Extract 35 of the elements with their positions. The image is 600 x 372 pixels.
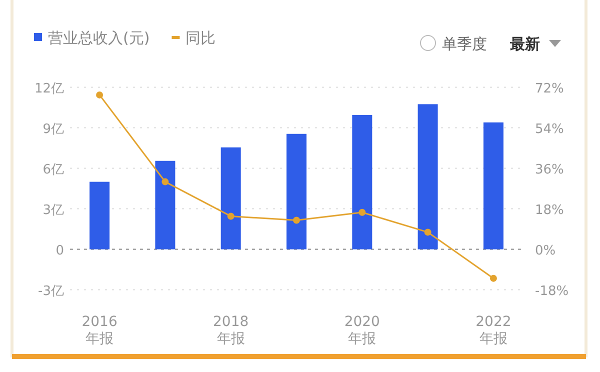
legend-营业总收入(元): 营业总收入(元) xyxy=(34,29,150,47)
y2-tick-label: 18% xyxy=(535,202,564,218)
y-tick-label: 3亿 xyxy=(42,202,64,218)
legend-同比: 同比 xyxy=(172,29,216,47)
x-tick-label: 2022 年报 xyxy=(476,314,512,347)
point xyxy=(96,91,104,98)
y2-tick-label: 0% xyxy=(535,243,556,258)
y2-tick-label: 36% xyxy=(535,162,564,178)
point xyxy=(227,212,234,220)
bar xyxy=(220,147,241,250)
text: 最新 xyxy=(509,35,540,53)
x-tick-label: 2020 年报 xyxy=(344,314,380,347)
bar xyxy=(483,122,504,250)
y-tick-label: 12亿 xyxy=(34,81,64,96)
y2-tick-label: 54% xyxy=(535,122,564,137)
legend-label: 同比 xyxy=(186,29,216,47)
y-tick-label: 6亿 xyxy=(42,162,64,178)
point xyxy=(424,228,432,236)
x-tick-label: 2018 年报 xyxy=(213,314,249,347)
point xyxy=(358,208,366,216)
text: 单季度 xyxy=(442,35,487,53)
y2-tick-label: -18% xyxy=(535,284,569,299)
y-tick-label: -3亿 xyxy=(38,284,64,299)
x-tick-label: 2016 年报 xyxy=(82,314,118,347)
y2-tick-label: 72% xyxy=(535,81,564,96)
bar xyxy=(90,182,110,250)
bar xyxy=(155,160,176,250)
point xyxy=(293,216,300,224)
y-tick-label: 9亿 xyxy=(42,122,64,137)
point xyxy=(490,274,497,282)
bar xyxy=(286,134,306,250)
y-tick-label: 0 xyxy=(56,243,64,258)
point xyxy=(162,178,169,186)
bar xyxy=(352,114,372,250)
bar xyxy=(418,104,438,250)
